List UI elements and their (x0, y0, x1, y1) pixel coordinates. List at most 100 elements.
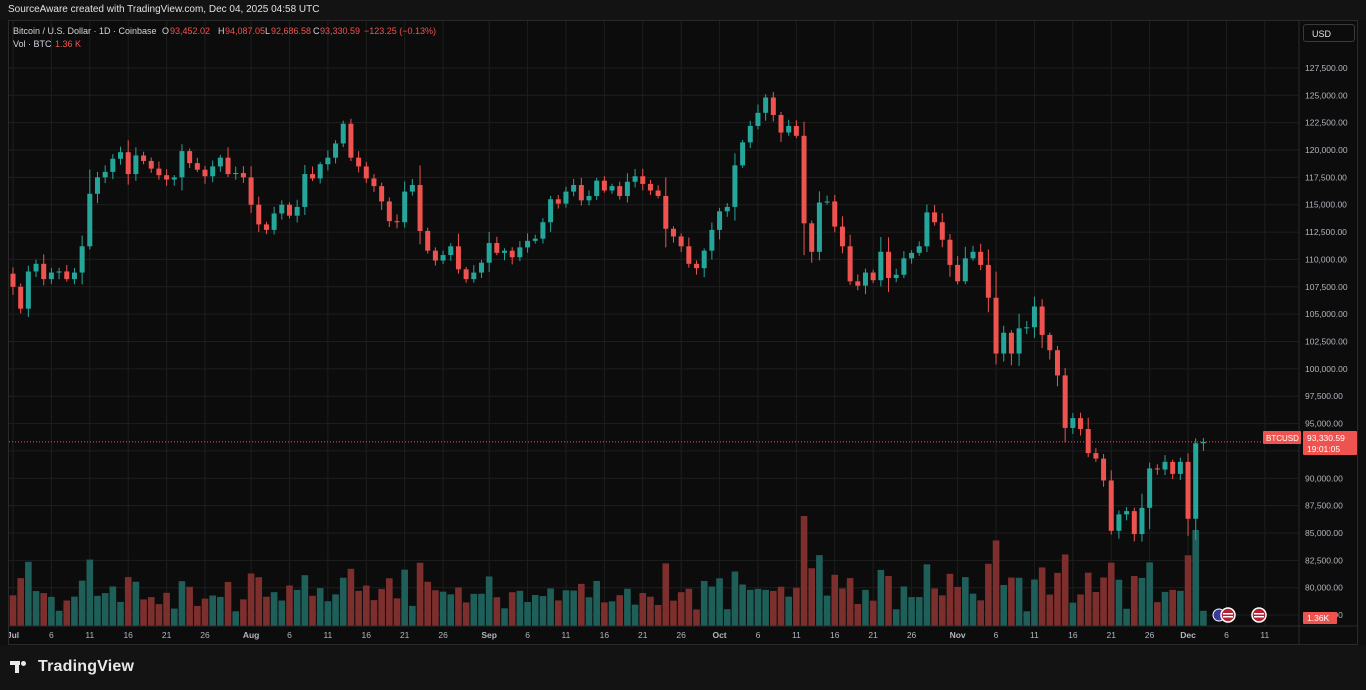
candle-body (440, 255, 446, 261)
y-tick-label: 110,000.00 (1305, 254, 1347, 264)
y-tick-label: 90,000.00 (1305, 473, 1343, 483)
us-flag-icon[interactable] (1220, 607, 1236, 623)
price-axis[interactable]: 77,500.0080,000.0082,500.0085,000.0087,5… (1298, 21, 1348, 644)
volume-bar (677, 592, 685, 626)
volume-bar (485, 576, 493, 626)
volume-bar (401, 569, 408, 626)
volume-bar (470, 593, 478, 626)
candle-body (732, 165, 738, 207)
legend-o-value: 93,452.02 (170, 26, 210, 36)
candle-body (187, 151, 193, 164)
candle-body (148, 160, 154, 169)
candle-body (939, 222, 945, 240)
price-tag-value: 93,330.59 (1307, 433, 1345, 443)
volume-bar (71, 596, 78, 626)
volume-bar (1169, 589, 1176, 626)
volume-bar (78, 580, 86, 626)
time-axis[interactable]: Jul 6 11 16 21 26 Aug 6 11 16 21 26 Sep 6 11 16 21 26 Oct 6… (7, 625, 1357, 640)
candle-body (448, 246, 454, 256)
tradingview-logo[interactable]: TradingView (10, 658, 134, 676)
volume-bar (862, 589, 869, 626)
candle-body (110, 158, 116, 172)
volume-bar (654, 604, 662, 626)
volume-bar (55, 610, 63, 626)
x-tick-label: 26 (907, 630, 917, 640)
volume-bar (608, 601, 616, 626)
volume-bar (40, 593, 48, 626)
candle-body (962, 258, 968, 282)
volume-bar (124, 577, 132, 626)
event-flags[interactable] (1212, 607, 1267, 623)
volume-bar (240, 599, 247, 626)
volume-bar (854, 603, 862, 626)
candle-body (164, 175, 170, 180)
volume-bar (224, 581, 232, 626)
price-tag-symbol: BTCUSD (1266, 434, 1299, 443)
candle-body (1070, 418, 1076, 428)
candle-body (886, 251, 892, 279)
volume-bar (877, 569, 885, 626)
candle-body (471, 272, 477, 280)
volume-bar (931, 588, 938, 626)
candle-body (194, 163, 200, 170)
volume-bar (938, 595, 946, 626)
candle-body (1200, 441, 1206, 444)
x-tick-label: Dec (1180, 630, 1196, 640)
volume-bar (439, 591, 447, 626)
volume-bar (923, 564, 931, 626)
volume-bar (585, 597, 593, 626)
volume-bar (293, 589, 301, 626)
x-tick-label: Jul (9, 630, 19, 640)
x-tick-label: 16 (362, 630, 372, 640)
price-chart[interactable]: 77,500.0080,000.0082,500.0085,000.0087,5… (7, 21, 1357, 644)
volume-bar (301, 575, 309, 626)
candle-body (1085, 429, 1091, 454)
us-flag-icon[interactable] (1251, 607, 1267, 623)
legend-c-label: C (313, 26, 320, 36)
candle-body (102, 171, 108, 178)
volume-bar (1054, 572, 1061, 626)
candle-body (678, 236, 684, 247)
candle-body (1024, 327, 1030, 329)
last-price-tag: BTCUSD 93,330.59 19:01:05 (1263, 431, 1357, 455)
x-tick-label: 21 (638, 630, 648, 640)
footer: TradingView (0, 645, 1366, 690)
volume-bar (593, 580, 600, 626)
attribution-text: SourceAware created with TradingView.com… (8, 4, 320, 15)
volume-bar (447, 594, 455, 626)
y-tick-label: 95,000.00 (1305, 419, 1343, 429)
candle-body (1147, 468, 1153, 508)
volume-bar (977, 600, 984, 626)
y-tick-label: 127,500.00 (1305, 63, 1348, 73)
volume-bar (32, 591, 40, 626)
legend-c-value: 93,330.59 (320, 26, 360, 36)
grid (9, 21, 1299, 626)
volume-bar (247, 573, 255, 626)
candle-body (356, 157, 362, 167)
x-tick-label: 16 (123, 630, 133, 640)
legend-l-value: 92,686.58 (271, 26, 311, 36)
candle-body (202, 169, 208, 177)
volume-bar (63, 600, 71, 626)
x-tick-label: 11 (1260, 630, 1269, 640)
chart-panel[interactable]: 77,500.0080,000.0082,500.0085,000.0087,5… (7, 20, 1358, 645)
candle-body (394, 221, 400, 223)
legend-vol-value: 1.36 K (55, 39, 81, 49)
volume-bar (9, 595, 17, 626)
x-tick-label: 11 (1030, 630, 1039, 640)
volume-bar (531, 594, 539, 626)
currency-button[interactable]: USD (1303, 24, 1355, 42)
y-tick-label: 125,000.00 (1305, 90, 1348, 100)
candle-body (417, 185, 423, 231)
volume-bar (493, 597, 501, 626)
candle-body (56, 271, 62, 273)
y-tick-label: 120,000.00 (1305, 145, 1348, 155)
volume-bar (170, 608, 178, 626)
candle-body (10, 273, 16, 287)
volume-bar (147, 597, 155, 626)
candle-body (325, 157, 331, 165)
volume-bar (892, 609, 900, 626)
candle-body (793, 125, 799, 136)
candle-body (993, 297, 999, 354)
volume-bar (1161, 591, 1169, 626)
